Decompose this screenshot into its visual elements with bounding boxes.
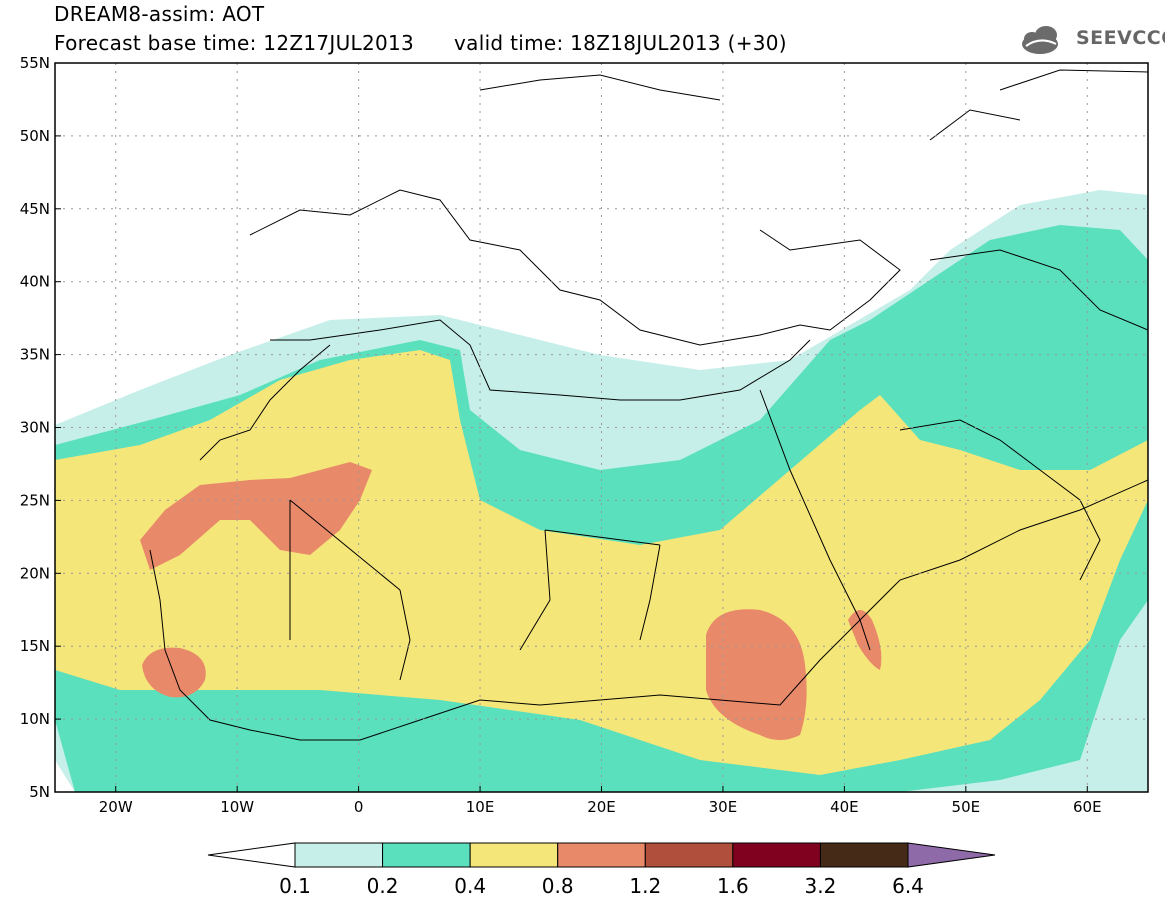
lon-label: 0 <box>354 798 364 816</box>
lat-label: 20N <box>20 564 50 582</box>
colorbar-segment <box>557 842 646 868</box>
colorbar-segment <box>732 842 821 868</box>
colorbar-high-arrow <box>907 842 996 868</box>
colorbar: 0.1 0.2 0.4 0.8 1.2 1.6 3.2 6.4 <box>207 842 996 898</box>
colorbar-label: 0.8 <box>542 874 574 898</box>
colorbar-label: 0.1 <box>279 874 311 898</box>
lon-label: 40E <box>830 798 859 816</box>
colorbar-segment <box>469 842 559 868</box>
colorbar-segment <box>644 842 734 868</box>
map-subtitle: Forecast base time: 12Z17JUL2013 valid t… <box>54 31 787 55</box>
colorbar-label: 1.6 <box>717 874 749 898</box>
lat-labels: 55N 50N 45N 40N 35N 30N 25N 20N 15N 10N 5N <box>20 54 61 801</box>
map-title: DREAM8-assim: AOT <box>54 2 265 26</box>
lat-label: 30N <box>20 419 50 437</box>
aot-blob-sudan <box>706 609 807 740</box>
lat-label: 40N <box>20 273 50 291</box>
aot-blob-sahara <box>140 462 372 570</box>
coastlines <box>149 69 1148 741</box>
lat-label: 15N <box>20 637 50 655</box>
lon-label: 20E <box>587 798 616 816</box>
lon-label: 10W <box>220 798 254 816</box>
colorbar-label: 0.2 <box>367 874 399 898</box>
colorbar-label: 6.4 <box>892 874 924 898</box>
colorbar-label: 0.4 <box>454 874 486 898</box>
colorbar-low-arrow <box>207 842 296 868</box>
colorbar-segment <box>819 842 909 868</box>
lon-labels: 20W 10W 0 10E 20E 30E 40E 50E 60E <box>99 786 1102 816</box>
lat-label: 45N <box>20 200 50 218</box>
aot-fields <box>55 69 1148 792</box>
grid-lines <box>55 63 1148 792</box>
aot-band-0.4 <box>55 350 1148 775</box>
lon-label: 60E <box>1073 798 1102 816</box>
lon-label: 10E <box>466 798 495 816</box>
lon-label: 20W <box>99 798 133 816</box>
lat-label: 35N <box>20 346 50 364</box>
lon-label: 50E <box>952 798 981 816</box>
lat-label: 55N <box>20 54 50 72</box>
lat-label: 25N <box>20 491 50 509</box>
logo-text: SEEVCCC <box>1076 27 1165 49</box>
aot-blob-eritrea <box>848 610 882 670</box>
colorbar-label: 1.2 <box>629 874 661 898</box>
lat-label: 10N <box>20 710 50 728</box>
lat-label: 50N <box>20 127 50 145</box>
colorbar-segment <box>294 842 384 868</box>
lon-label: 30E <box>709 798 738 816</box>
cloud-icon <box>1022 26 1058 54</box>
colorbar-segment <box>382 842 471 868</box>
colorbar-label: 3.2 <box>805 874 837 898</box>
lat-label: 5N <box>29 783 50 801</box>
